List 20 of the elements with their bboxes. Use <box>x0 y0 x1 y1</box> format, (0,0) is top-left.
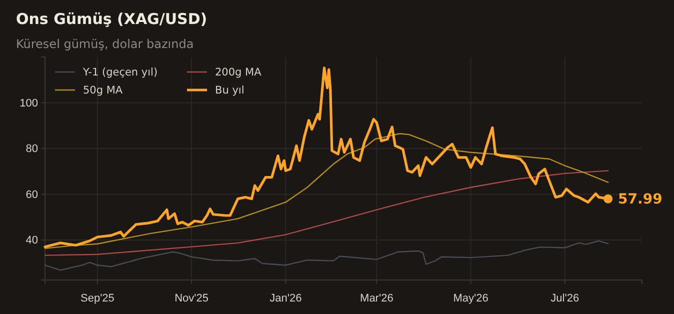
x-tick-label: Nov'25 <box>174 292 209 304</box>
line-series <box>44 170 609 256</box>
annotation: 57.99 <box>618 192 662 208</box>
legend-label: Bu yıl <box>215 84 244 97</box>
chart-title: Ons Gümüş (XAG/USD) <box>16 10 208 28</box>
y-tick-label: 80 <box>26 143 38 156</box>
x-tick-label: Mar'26 <box>360 292 394 304</box>
y-tick-label: 100 <box>20 97 38 110</box>
y-tick-label: 60 <box>26 188 38 201</box>
x-tick-label: May'26 <box>453 292 488 304</box>
legend-label: 50g MA <box>83 84 124 97</box>
line-series <box>44 133 609 250</box>
x-tick-label: Jan'26 <box>270 292 302 304</box>
x-tick-label: Sep'25 <box>80 292 114 304</box>
chart-subtitle: Küresel gümüş, dolar bazında <box>16 37 194 51</box>
x-tick-label: Jul'26 <box>550 292 580 304</box>
legend-label: Y-1 (geçen yıl) <box>82 66 158 79</box>
line-series <box>44 240 609 271</box>
y-tick-label: 40 <box>26 234 38 246</box>
legend-label: 200g MA <box>215 66 262 79</box>
